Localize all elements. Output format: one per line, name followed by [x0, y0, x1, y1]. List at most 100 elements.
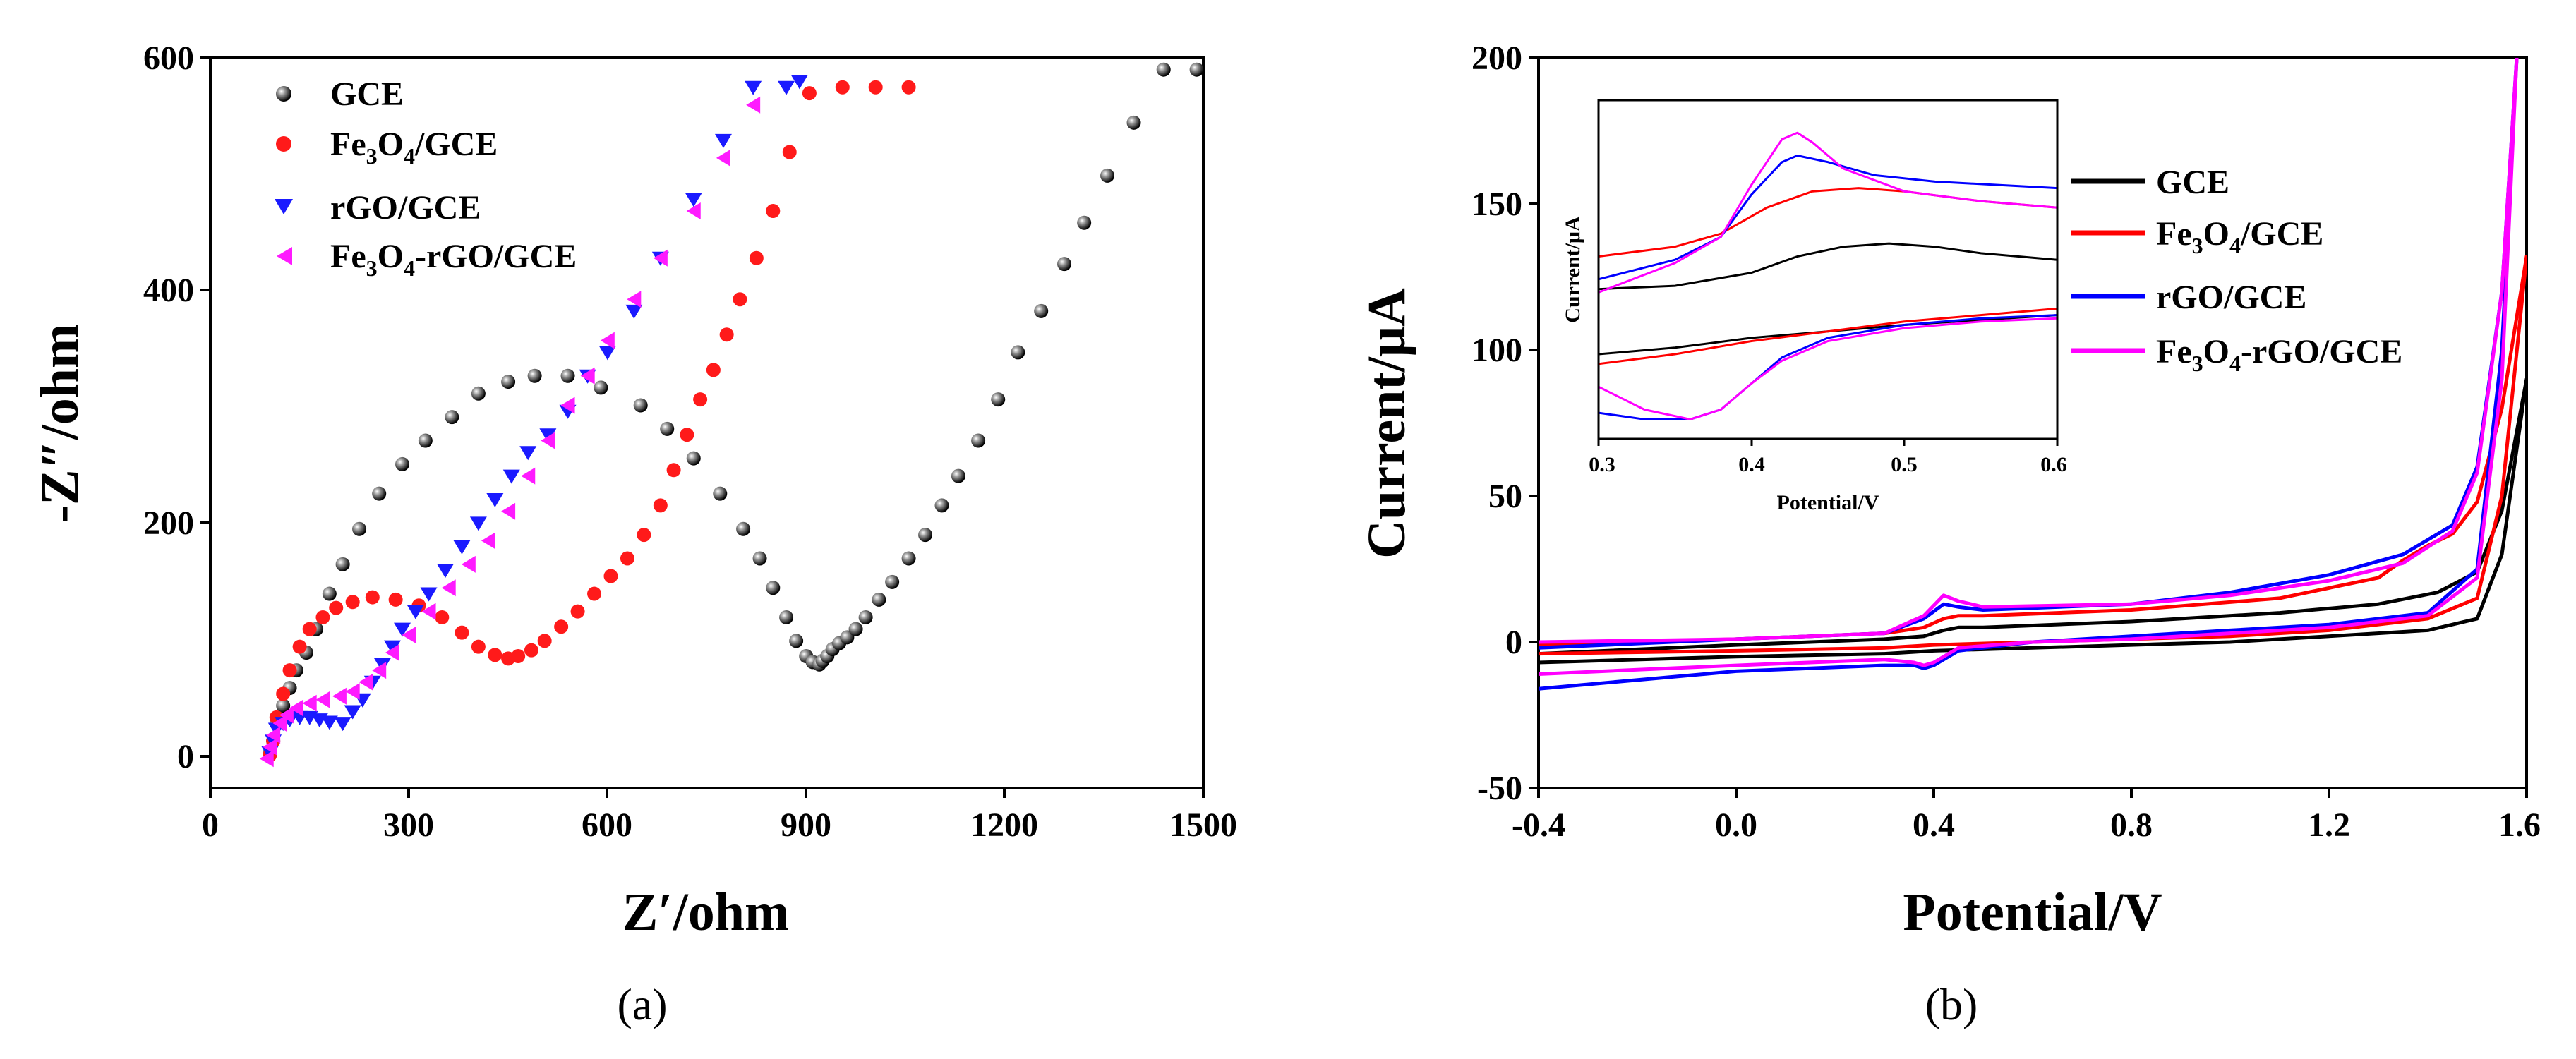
chart-a-frame — [209, 56, 1205, 789]
data-point — [749, 250, 764, 265]
legend-label-fe3o4-rgo: Fe3O4-rGO/GCE — [330, 238, 577, 281]
data-point — [603, 569, 618, 583]
data-point — [620, 551, 634, 566]
inset-frame — [1597, 99, 2059, 440]
data-point — [521, 467, 536, 485]
data-point — [680, 428, 694, 442]
data-point — [686, 451, 701, 466]
data-point — [345, 683, 360, 701]
data-point — [766, 581, 781, 595]
chart-b-xtick-label: 0.4 — [1913, 806, 1955, 844]
cv-curve-upper — [1539, 58, 2519, 644]
data-point — [918, 528, 933, 543]
data-point — [420, 587, 438, 602]
data-point — [580, 367, 595, 385]
data-point — [266, 726, 281, 744]
data-point — [469, 516, 487, 531]
legend-marker-gce — [276, 86, 291, 102]
legend-label-rgo: rGO/GCE — [330, 189, 481, 226]
data-point — [736, 521, 751, 536]
data-point — [502, 469, 520, 484]
data-point — [329, 600, 344, 615]
data-point — [598, 346, 616, 361]
series-fe3o4-rgo-gce — [1539, 58, 2519, 676]
data-point — [279, 706, 294, 724]
chart-b-xtick-label: 1.2 — [2308, 806, 2350, 844]
data-point — [991, 392, 1006, 407]
data-point — [302, 694, 317, 712]
data-point — [276, 698, 291, 713]
chart-b-inset: 0.3 0.4 0.5 0.6 Potential/V Current/μA — [1561, 99, 2067, 514]
data-point — [435, 610, 450, 624]
data-point — [372, 486, 387, 501]
data-point — [418, 433, 433, 448]
inset-xlabel: Potential/V — [1777, 491, 1879, 514]
data-point — [501, 502, 516, 520]
data-point — [685, 193, 702, 207]
chart-b-xtick-label: -0.4 — [1512, 806, 1565, 844]
data-point — [541, 432, 555, 449]
data-point — [453, 540, 471, 555]
inset-ylabel: Current/μA — [1561, 216, 1584, 323]
chart-a-ytick-label: 400 — [143, 272, 194, 309]
data-point — [383, 640, 401, 655]
data-point — [802, 86, 817, 101]
legend-entry: Fe3O4/GCE — [276, 126, 498, 169]
legend-label-fe3o4: Fe3O4/GCE — [2156, 215, 2323, 258]
data-point — [633, 398, 648, 413]
data-point — [259, 750, 274, 768]
chart-b-ytick-label: 100 — [1471, 332, 1522, 369]
cv-curve-upper — [1539, 255, 2527, 647]
data-point — [471, 639, 486, 654]
chart-b-xtick-label: 1.6 — [2498, 806, 2541, 844]
inset-xtick-label: 0.3 — [1589, 453, 1615, 476]
legend-entry: GCE — [276, 75, 404, 113]
chart-a: 0 200 400 600 0 300 600 900 1200 1500 Z′… — [30, 40, 1237, 1029]
data-point — [445, 410, 459, 425]
chart-a-xtick-label: 1200 — [970, 806, 1038, 844]
data-point — [901, 551, 916, 566]
legend-marker-fe3o4 — [276, 136, 291, 152]
data-point — [872, 592, 886, 607]
data-point — [745, 80, 762, 95]
data-point — [951, 468, 965, 483]
data-point — [282, 663, 297, 678]
data-point — [570, 604, 585, 619]
data-point — [560, 368, 575, 383]
data-point — [488, 648, 502, 662]
data-point — [868, 80, 883, 95]
legend-label-fe3o4-rgo: Fe3O4-rGO/GCE — [2156, 333, 2402, 376]
chart-a-xtick-label: 300 — [383, 806, 434, 844]
series-rgo-gce — [261, 75, 808, 761]
chart-a-ytick-label: 600 — [143, 40, 194, 77]
data-point — [653, 498, 668, 513]
data-point — [971, 433, 986, 448]
data-point — [395, 456, 410, 471]
inset-curve-upper — [1599, 131, 2057, 294]
data-point — [436, 564, 454, 579]
chart-b-ytick-label: 200 — [1471, 40, 1522, 77]
data-point — [901, 80, 916, 95]
data-point — [637, 528, 651, 543]
chart-b-legend: GCE Fe3O4/GCE rGO/GCE Fe3O4-rGO/GCE — [2071, 164, 2402, 376]
data-point — [501, 375, 516, 389]
inset-curve-lower — [1599, 314, 2057, 420]
data-point — [320, 715, 338, 730]
data-point — [539, 428, 557, 443]
data-point — [524, 643, 538, 658]
legend-entry: Fe3O4-rGO/GCE — [2071, 333, 2402, 376]
data-point — [835, 80, 850, 95]
data-point — [766, 204, 781, 219]
data-point — [263, 738, 277, 756]
chart-a-panel-label: (a) — [617, 979, 667, 1029]
data-point — [885, 574, 900, 589]
chart-b-frame — [1537, 56, 2528, 789]
data-point — [716, 149, 730, 167]
data-point — [1077, 215, 1092, 230]
legend-entry: rGO/GCE — [275, 189, 481, 226]
data-point — [686, 202, 701, 220]
data-point — [537, 634, 552, 648]
data-point — [334, 717, 351, 732]
chart-a-ytick-label: 200 — [143, 504, 194, 542]
